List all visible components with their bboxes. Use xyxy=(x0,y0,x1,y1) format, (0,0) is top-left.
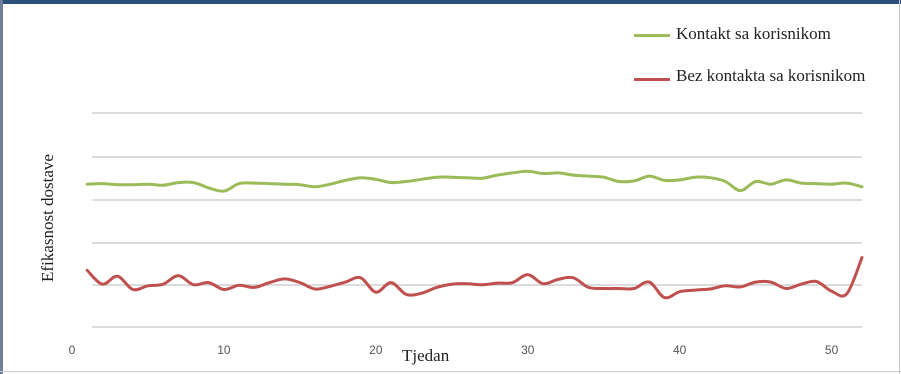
series-lines xyxy=(85,169,864,300)
window-bottom-border xyxy=(0,371,901,372)
x-tick-label: 0 xyxy=(69,343,76,357)
legend-label-kontakt: Kontakt sa korisnikom xyxy=(676,24,831,43)
x-axis-label: Tjedan xyxy=(402,346,450,365)
legend-label-bez-kontakta: Bez kontakta sa korisnikom xyxy=(676,66,866,85)
legend-item-kontakt: Kontakt sa korisnikom xyxy=(634,24,894,46)
x-tick-label: 30 xyxy=(521,343,535,357)
legend-swatch-kontakt xyxy=(634,34,670,37)
window-right-border xyxy=(899,0,900,374)
x-tick-labels: 0 10 20 30 40 50 xyxy=(69,343,839,357)
legend-item-bez-kontakta: Bez kontakta sa korisnikom xyxy=(634,66,894,112)
gridlines xyxy=(92,112,862,328)
legend-swatch-bez-kontakta xyxy=(634,78,670,81)
y-axis-label: Efikasnost dostave xyxy=(38,154,57,282)
series-line-kontakt xyxy=(85,169,864,193)
series-line-bez-kontakta xyxy=(85,256,864,300)
x-tick-label: 50 xyxy=(825,343,839,357)
x-tick-label: 10 xyxy=(217,343,231,357)
window-left-border xyxy=(0,0,3,374)
x-tick-label: 40 xyxy=(673,343,687,357)
window-top-border xyxy=(0,0,901,4)
x-tick-label: 20 xyxy=(369,343,383,357)
